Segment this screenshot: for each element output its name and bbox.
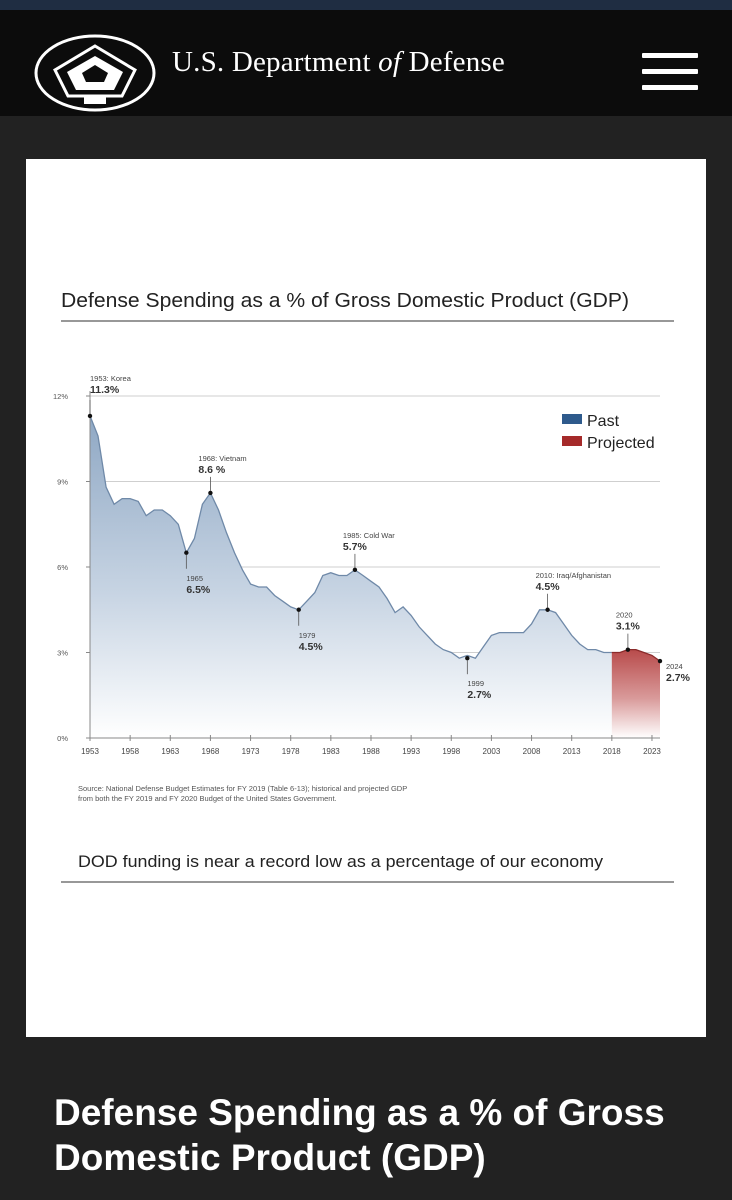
annotation-point (184, 550, 189, 555)
y-tick-label: 12% (53, 392, 68, 401)
x-tick-label: 2008 (523, 747, 541, 756)
chart-title: Defense Spending as a % of Gross Domesti… (61, 290, 629, 312)
annotation-event: 1985: Cold War (343, 531, 395, 540)
area-projected (611, 649, 660, 738)
y-tick-label: 0% (57, 734, 68, 743)
source-line-1: Source: National Defense Budget Estimate… (78, 784, 407, 793)
annotation-point (545, 607, 550, 612)
annotation-value: 11.3% (90, 384, 120, 396)
legend-swatch-projected (562, 436, 582, 446)
gdp-chart: Defense Spending as a % of Gross Domesti… (53, 290, 691, 883)
annotation-value: 4.5% (299, 641, 324, 653)
x-tick-label: 2018 (603, 747, 621, 756)
annotation-point (625, 647, 631, 652)
annotation-value: 5.7% (343, 541, 368, 553)
annotation-event: 2024 (666, 662, 683, 671)
top-accent-strip (0, 0, 732, 10)
line-past (89, 415, 612, 659)
x-tick-label: 1968 (202, 747, 220, 756)
legend-label-past: Past (587, 413, 620, 430)
annotation-value: 2.7% (666, 672, 691, 684)
annotation-point (87, 413, 93, 419)
site-header: U.S. Department of Defense (0, 10, 732, 116)
page-caption-title: Defense Spending as a % of Gross Domesti… (54, 1092, 665, 1178)
x-tick-label: 1983 (322, 747, 340, 756)
legend-swatch-past (562, 414, 582, 424)
annotation-value: 6.5% (186, 584, 211, 596)
annotation-value: 3.1% (616, 621, 641, 633)
annotation-event: 1979 (299, 631, 316, 640)
line-projected (611, 648, 661, 662)
annotation-event: 2010: Iraq/Afghanistan (536, 571, 611, 580)
annotation-value: 4.5% (536, 581, 561, 593)
source-line-2: from both the FY 2019 and FY 2020 Budget… (78, 794, 337, 803)
x-tick-label: 1963 (161, 747, 179, 756)
area-past (90, 415, 612, 738)
annotation-event: 1999 (467, 679, 484, 688)
legend-label-projected: Projected (587, 435, 655, 452)
chart-figure: Defense Spending as a % of Gross Domesti… (26, 159, 706, 1037)
hamburger-menu-icon[interactable] (642, 53, 698, 93)
y-tick-label: 3% (57, 649, 68, 658)
x-tick-label: 2013 (563, 747, 581, 756)
x-tick-label: 1978 (282, 747, 300, 756)
x-tick-label: 1988 (362, 747, 380, 756)
annotation-value: 2.7% (467, 689, 492, 701)
annotation-event: 1953: Korea (90, 374, 132, 383)
annotation-point (657, 658, 663, 664)
pentagon-seal-icon[interactable] (34, 34, 156, 112)
x-tick-label: 1953 (81, 747, 99, 756)
x-tick-label: 1993 (402, 747, 420, 756)
x-tick-label: 2003 (483, 747, 501, 756)
annotation-event: 2020 (616, 611, 633, 620)
site-brand-name[interactable]: U.S. Department of Defense (172, 46, 505, 78)
annotation-point (296, 607, 301, 612)
x-tick-label: 1973 (242, 747, 260, 756)
annotation-event: 1968: Vietnam (198, 454, 246, 463)
annotation-point (352, 567, 358, 573)
x-tick-label: 1958 (121, 747, 139, 756)
annotation-point (465, 656, 470, 661)
annotation-point (208, 490, 213, 496)
x-tick-label: 1998 (442, 747, 460, 756)
x-tick-label: 2023 (643, 747, 661, 756)
chart-subtitle: DOD funding is near a record low as a pe… (78, 852, 604, 871)
y-tick-label: 6% (57, 563, 68, 572)
y-tick-label: 9% (57, 478, 68, 487)
annotation-value: 8.6 % (198, 464, 226, 476)
annotation-event: 1965 (186, 574, 203, 583)
